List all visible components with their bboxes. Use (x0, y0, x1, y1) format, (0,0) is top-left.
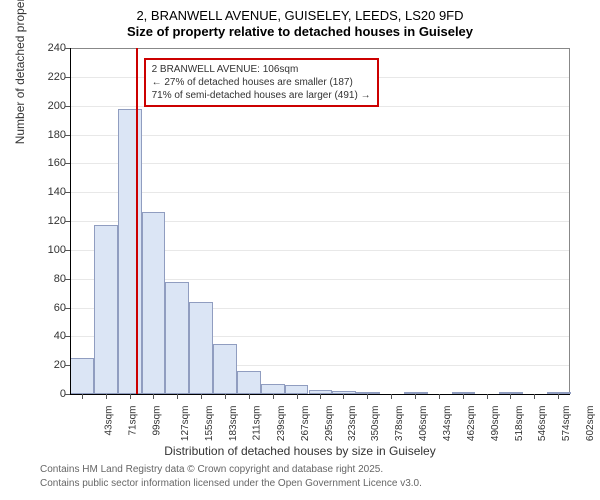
x-tick-mark (510, 394, 511, 399)
x-tick-mark (367, 394, 368, 399)
y-tick-mark (65, 163, 70, 164)
x-tick-label: 183sqm (228, 406, 239, 442)
y-tick-label: 80 (36, 273, 66, 285)
x-tick-label: 518sqm (514, 406, 525, 442)
x-tick-label: 602sqm (585, 406, 596, 442)
annotation-line2: ← 27% of detached houses are smaller (18… (152, 76, 371, 89)
footer-line1: Contains HM Land Registry data © Crown c… (40, 464, 383, 475)
chart-title-line1: 2, BRANWELL AVENUE, GUISELEY, LEEDS, LS2… (0, 8, 600, 23)
x-axis-title: Distribution of detached houses by size … (0, 444, 600, 458)
histogram-bar (237, 371, 261, 394)
histogram-bar (94, 225, 118, 394)
y-tick-mark (65, 135, 70, 136)
y-tick-mark (65, 336, 70, 337)
x-tick-label: 378sqm (394, 406, 405, 442)
x-tick-label: 350sqm (371, 406, 382, 442)
histogram-bar (285, 385, 309, 394)
y-tick-mark (65, 106, 70, 107)
x-tick-label: 323sqm (348, 406, 359, 442)
x-tick-label: 127sqm (181, 406, 192, 442)
x-tick-mark (153, 394, 154, 399)
y-tick-label: 40 (36, 330, 66, 342)
x-tick-label: 155sqm (204, 406, 215, 442)
y-tick-mark (65, 250, 70, 251)
chart-container: 2, BRANWELL AVENUE, GUISELEY, LEEDS, LS2… (0, 0, 600, 500)
y-tick-label: 120 (36, 215, 66, 227)
x-tick-mark (82, 394, 83, 399)
y-tick-label: 180 (36, 129, 66, 141)
y-tick-label: 200 (36, 100, 66, 112)
x-tick-label: 211sqm (251, 406, 262, 441)
x-tick-label: 295sqm (324, 406, 335, 442)
y-tick-label: 140 (36, 186, 66, 198)
histogram-bar (142, 212, 166, 394)
y-axis-line (70, 48, 71, 394)
y-tick-label: 100 (36, 244, 66, 256)
y-tick-mark (65, 77, 70, 78)
annotation-line1: 2 BRANWELL AVENUE: 106sqm (152, 63, 371, 76)
annotation-line3: 71% of semi-detached houses are larger (… (152, 89, 371, 102)
marker-line-el (136, 48, 138, 394)
chart-title-line2: Size of property relative to detached ho… (0, 24, 600, 39)
y-tick-label: 220 (36, 71, 66, 83)
y-tick-label: 0 (36, 388, 66, 400)
x-tick-mark (391, 394, 392, 399)
x-tick-mark (463, 394, 464, 399)
y-tick-mark (65, 394, 70, 395)
x-tick-label: 434sqm (442, 406, 453, 442)
y-tick-mark (65, 308, 70, 309)
x-tick-mark (415, 394, 416, 399)
x-tick-label: 99sqm (151, 406, 162, 436)
x-tick-label: 546sqm (537, 406, 548, 442)
y-tick-mark (65, 192, 70, 193)
x-tick-label: 406sqm (418, 406, 429, 442)
x-tick-mark (297, 394, 298, 399)
x-tick-mark (130, 394, 131, 399)
x-tick-mark (320, 394, 321, 399)
x-tick-label: 71sqm (127, 406, 138, 436)
histogram-bar (213, 344, 237, 394)
footer-line2: Contains public sector information licen… (40, 478, 422, 489)
histogram-bar (118, 109, 142, 394)
x-tick-label: 574sqm (561, 406, 572, 442)
y-tick-label: 240 (36, 42, 66, 54)
histogram-bar (189, 302, 213, 394)
y-tick-mark (65, 279, 70, 280)
x-tick-mark (487, 394, 488, 399)
x-tick-mark (439, 394, 440, 399)
x-tick-mark (177, 394, 178, 399)
y-axis-title: Number of detached properties (13, 0, 27, 144)
x-tick-mark (534, 394, 535, 399)
y-tick-label: 60 (36, 302, 66, 314)
x-tick-mark (273, 394, 274, 399)
x-tick-label: 267sqm (300, 406, 311, 442)
x-tick-mark (225, 394, 226, 399)
y-tick-mark (65, 365, 70, 366)
x-tick-label: 490sqm (490, 406, 501, 442)
y-tick-mark (65, 221, 70, 222)
x-tick-mark (249, 394, 250, 399)
y-tick-label: 160 (36, 157, 66, 169)
histogram-bar (70, 358, 94, 394)
x-tick-mark (343, 394, 344, 399)
x-tick-label: 239sqm (276, 406, 287, 442)
x-tick-mark (558, 394, 559, 399)
y-tick-label: 20 (36, 359, 66, 371)
x-tick-label: 462sqm (466, 406, 477, 442)
x-tick-mark (201, 394, 202, 399)
y-tick-mark (65, 48, 70, 49)
x-tick-label: 43sqm (103, 406, 114, 436)
histogram-bar (261, 384, 285, 394)
annotation-box: 2 BRANWELL AVENUE: 106sqm ← 27% of detac… (144, 58, 379, 107)
x-tick-mark (106, 394, 107, 399)
histogram-bar (165, 282, 189, 394)
